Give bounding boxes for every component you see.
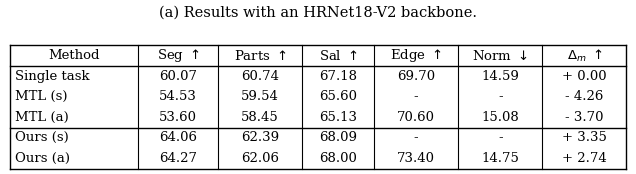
Text: 60.74: 60.74 [241, 70, 279, 83]
Text: + 0.00: + 0.00 [562, 70, 607, 83]
Text: 69.70: 69.70 [397, 70, 435, 83]
Text: 15.08: 15.08 [481, 111, 519, 124]
Text: 68.00: 68.00 [319, 152, 357, 165]
Text: Parts $\uparrow$: Parts $\uparrow$ [233, 49, 286, 62]
Text: Method: Method [48, 49, 99, 62]
Text: -: - [498, 131, 502, 144]
Text: MTL (a): MTL (a) [15, 111, 69, 124]
Text: 62.06: 62.06 [241, 152, 279, 165]
Text: 68.09: 68.09 [319, 131, 357, 144]
Text: 14.59: 14.59 [481, 70, 519, 83]
Text: Single task: Single task [15, 70, 89, 83]
Text: 64.06: 64.06 [159, 131, 197, 144]
Text: -: - [498, 90, 502, 103]
Text: 14.75: 14.75 [481, 152, 519, 165]
Text: 70.60: 70.60 [397, 111, 435, 124]
Text: Edge $\uparrow$: Edge $\uparrow$ [391, 47, 442, 64]
Text: $\Delta_m$ $\uparrow$: $\Delta_m$ $\uparrow$ [567, 48, 602, 64]
Text: 59.54: 59.54 [241, 90, 279, 103]
Text: 73.40: 73.40 [397, 152, 435, 165]
Text: Ours (s): Ours (s) [15, 131, 69, 144]
Text: 65.13: 65.13 [319, 111, 357, 124]
Text: 53.60: 53.60 [159, 111, 197, 124]
Text: Sal $\uparrow$: Sal $\uparrow$ [319, 49, 357, 62]
Text: Seg $\uparrow$: Seg $\uparrow$ [156, 47, 199, 64]
Text: (a) Results with an HRNet18-V2 backbone.: (a) Results with an HRNet18-V2 backbone. [159, 5, 477, 19]
Text: 54.53: 54.53 [159, 90, 197, 103]
Text: 67.18: 67.18 [319, 70, 357, 83]
Text: 64.27: 64.27 [159, 152, 197, 165]
Text: - 4.26: - 4.26 [565, 90, 604, 103]
Text: 58.45: 58.45 [241, 111, 279, 124]
Text: + 3.35: + 3.35 [562, 131, 607, 144]
Text: - 3.70: - 3.70 [565, 111, 604, 124]
Text: 65.60: 65.60 [319, 90, 357, 103]
Text: 60.07: 60.07 [159, 70, 197, 83]
Text: -: - [414, 90, 418, 103]
Text: MTL (s): MTL (s) [15, 90, 67, 103]
Text: + 2.74: + 2.74 [562, 152, 607, 165]
Text: -: - [414, 131, 418, 144]
Text: Ours (a): Ours (a) [15, 152, 69, 165]
Text: 62.39: 62.39 [241, 131, 279, 144]
Text: Norm $\downarrow$: Norm $\downarrow$ [473, 49, 528, 62]
